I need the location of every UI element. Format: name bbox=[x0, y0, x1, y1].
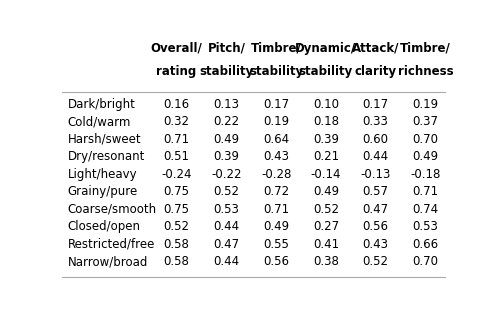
Text: 0.10: 0.10 bbox=[313, 98, 339, 111]
Text: 0.39: 0.39 bbox=[213, 150, 240, 163]
Text: 0.49: 0.49 bbox=[412, 150, 439, 163]
Text: 0.44: 0.44 bbox=[363, 150, 389, 163]
Text: Attack/: Attack/ bbox=[352, 42, 399, 55]
Text: 0.37: 0.37 bbox=[412, 116, 439, 129]
Text: 0.51: 0.51 bbox=[164, 150, 190, 163]
Text: stability: stability bbox=[299, 65, 353, 78]
Text: Harsh/sweet: Harsh/sweet bbox=[68, 133, 141, 146]
Text: 0.66: 0.66 bbox=[412, 238, 439, 251]
Text: 0.75: 0.75 bbox=[164, 203, 190, 216]
Text: 0.47: 0.47 bbox=[363, 203, 389, 216]
Text: 0.52: 0.52 bbox=[363, 255, 389, 268]
Text: 0.49: 0.49 bbox=[313, 185, 339, 198]
Text: 0.74: 0.74 bbox=[412, 203, 439, 216]
Text: 0.70: 0.70 bbox=[412, 255, 439, 268]
Text: Pitch/: Pitch/ bbox=[207, 42, 246, 55]
Text: 0.47: 0.47 bbox=[213, 238, 240, 251]
Text: stability: stability bbox=[249, 65, 303, 78]
Text: 0.64: 0.64 bbox=[263, 133, 289, 146]
Text: 0.44: 0.44 bbox=[213, 220, 240, 233]
Text: -0.22: -0.22 bbox=[211, 168, 242, 181]
Text: 0.60: 0.60 bbox=[363, 133, 389, 146]
Text: 0.17: 0.17 bbox=[363, 98, 389, 111]
Text: Dynamic/: Dynamic/ bbox=[295, 42, 357, 55]
Text: Overall/: Overall/ bbox=[151, 42, 203, 55]
Text: Restricted/free: Restricted/free bbox=[68, 238, 155, 251]
Text: 0.58: 0.58 bbox=[164, 238, 190, 251]
Text: 0.75: 0.75 bbox=[164, 185, 190, 198]
Text: 0.18: 0.18 bbox=[313, 116, 339, 129]
Text: 0.38: 0.38 bbox=[313, 255, 339, 268]
Text: 0.71: 0.71 bbox=[164, 133, 190, 146]
Text: 0.55: 0.55 bbox=[263, 238, 289, 251]
Text: 0.16: 0.16 bbox=[164, 98, 190, 111]
Text: 0.56: 0.56 bbox=[263, 255, 289, 268]
Text: 0.71: 0.71 bbox=[263, 203, 289, 216]
Text: Cold/warm: Cold/warm bbox=[68, 116, 131, 129]
Text: 0.43: 0.43 bbox=[263, 150, 289, 163]
Text: 0.71: 0.71 bbox=[412, 185, 439, 198]
Text: 0.33: 0.33 bbox=[363, 116, 389, 129]
Text: 0.32: 0.32 bbox=[164, 116, 190, 129]
Text: 0.39: 0.39 bbox=[313, 133, 339, 146]
Text: 0.49: 0.49 bbox=[213, 133, 240, 146]
Text: clarity: clarity bbox=[355, 65, 397, 78]
Text: -0.24: -0.24 bbox=[162, 168, 192, 181]
Text: Coarse/smooth: Coarse/smooth bbox=[68, 203, 157, 216]
Text: Grainy/pure: Grainy/pure bbox=[68, 185, 138, 198]
Text: 0.13: 0.13 bbox=[213, 98, 240, 111]
Text: 0.70: 0.70 bbox=[412, 133, 439, 146]
Text: -0.28: -0.28 bbox=[261, 168, 291, 181]
Text: Closed/open: Closed/open bbox=[68, 220, 140, 233]
Text: 0.56: 0.56 bbox=[363, 220, 389, 233]
Text: 0.19: 0.19 bbox=[412, 98, 439, 111]
Text: 0.21: 0.21 bbox=[313, 150, 339, 163]
Text: 0.44: 0.44 bbox=[213, 255, 240, 268]
Text: Dark/bright: Dark/bright bbox=[68, 98, 135, 111]
Text: 0.19: 0.19 bbox=[263, 116, 289, 129]
Text: -0.14: -0.14 bbox=[311, 168, 341, 181]
Text: 0.41: 0.41 bbox=[313, 238, 339, 251]
Text: 0.52: 0.52 bbox=[164, 220, 190, 233]
Text: Light/heavy: Light/heavy bbox=[68, 168, 137, 181]
Text: Timbre/: Timbre/ bbox=[251, 42, 301, 55]
Text: 0.72: 0.72 bbox=[263, 185, 289, 198]
Text: 0.17: 0.17 bbox=[263, 98, 289, 111]
Text: Timbre/: Timbre/ bbox=[400, 42, 451, 55]
Text: 0.58: 0.58 bbox=[164, 255, 190, 268]
Text: stability: stability bbox=[199, 65, 253, 78]
Text: -0.18: -0.18 bbox=[411, 168, 441, 181]
Text: Narrow/broad: Narrow/broad bbox=[68, 255, 148, 268]
Text: 0.22: 0.22 bbox=[213, 116, 240, 129]
Text: 0.53: 0.53 bbox=[412, 220, 438, 233]
Text: 0.49: 0.49 bbox=[263, 220, 289, 233]
Text: 0.53: 0.53 bbox=[213, 203, 239, 216]
Text: richness: richness bbox=[398, 65, 453, 78]
Text: 0.52: 0.52 bbox=[213, 185, 240, 198]
Text: 0.52: 0.52 bbox=[313, 203, 339, 216]
Text: rating: rating bbox=[157, 65, 197, 78]
Text: Dry/resonant: Dry/resonant bbox=[68, 150, 145, 163]
Text: -0.13: -0.13 bbox=[361, 168, 391, 181]
Text: 0.27: 0.27 bbox=[313, 220, 339, 233]
Text: 0.43: 0.43 bbox=[363, 238, 389, 251]
Text: 0.57: 0.57 bbox=[363, 185, 389, 198]
